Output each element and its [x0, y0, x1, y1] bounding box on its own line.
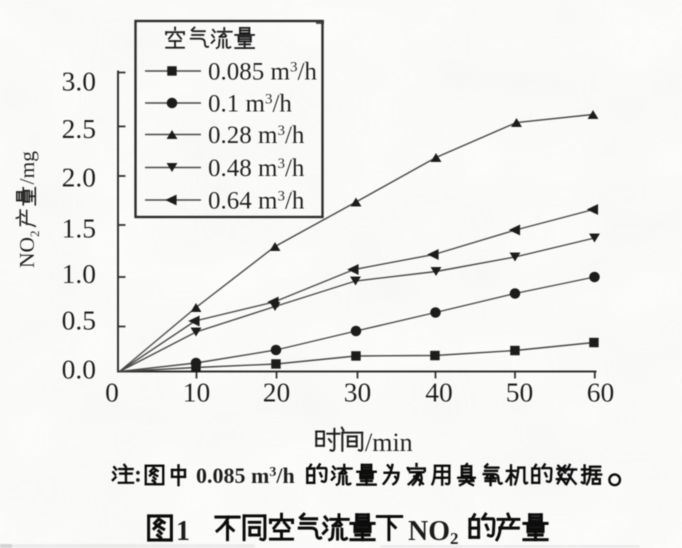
- svg-text:20: 20: [263, 377, 291, 408]
- svg-text:0.085 m3/h: 0.085 m3/h: [196, 463, 295, 488]
- svg-text:0.085 m3/h: 0.085 m3/h: [208, 59, 317, 86]
- svg-text:0.0: 0.0: [62, 353, 96, 384]
- svg-text:/mg: /mg: [15, 151, 39, 185]
- svg-text:0.5: 0.5: [62, 305, 96, 336]
- svg-text:0: 0: [105, 377, 119, 408]
- svg-text:NO2: NO2: [408, 516, 459, 548]
- svg-text:0.1 m3/h: 0.1 m3/h: [208, 91, 292, 118]
- svg-text:1.5: 1.5: [62, 213, 96, 244]
- svg-text:0.28 m3/h: 0.28 m3/h: [208, 122, 305, 149]
- svg-text:2.0: 2.0: [62, 162, 96, 193]
- svg-text:1: 1: [176, 516, 190, 547]
- svg-text:0.48 m3/h: 0.48 m3/h: [208, 155, 305, 182]
- svg-text:30: 30: [344, 377, 372, 408]
- svg-text::: :: [134, 462, 142, 488]
- svg-text:50: 50: [506, 377, 534, 408]
- svg-text:40: 40: [425, 377, 453, 408]
- svg-text:/min: /min: [365, 428, 413, 457]
- svg-text:10: 10: [183, 377, 211, 408]
- svg-text:60: 60: [587, 377, 615, 408]
- svg-text:3.0: 3.0: [62, 66, 96, 97]
- svg-text:2.5: 2.5: [62, 113, 96, 144]
- svg-text:0.64 m3/h: 0.64 m3/h: [208, 188, 305, 215]
- svg-text:NO2: NO2: [15, 230, 42, 268]
- svg-text:1.0: 1.0: [62, 258, 96, 289]
